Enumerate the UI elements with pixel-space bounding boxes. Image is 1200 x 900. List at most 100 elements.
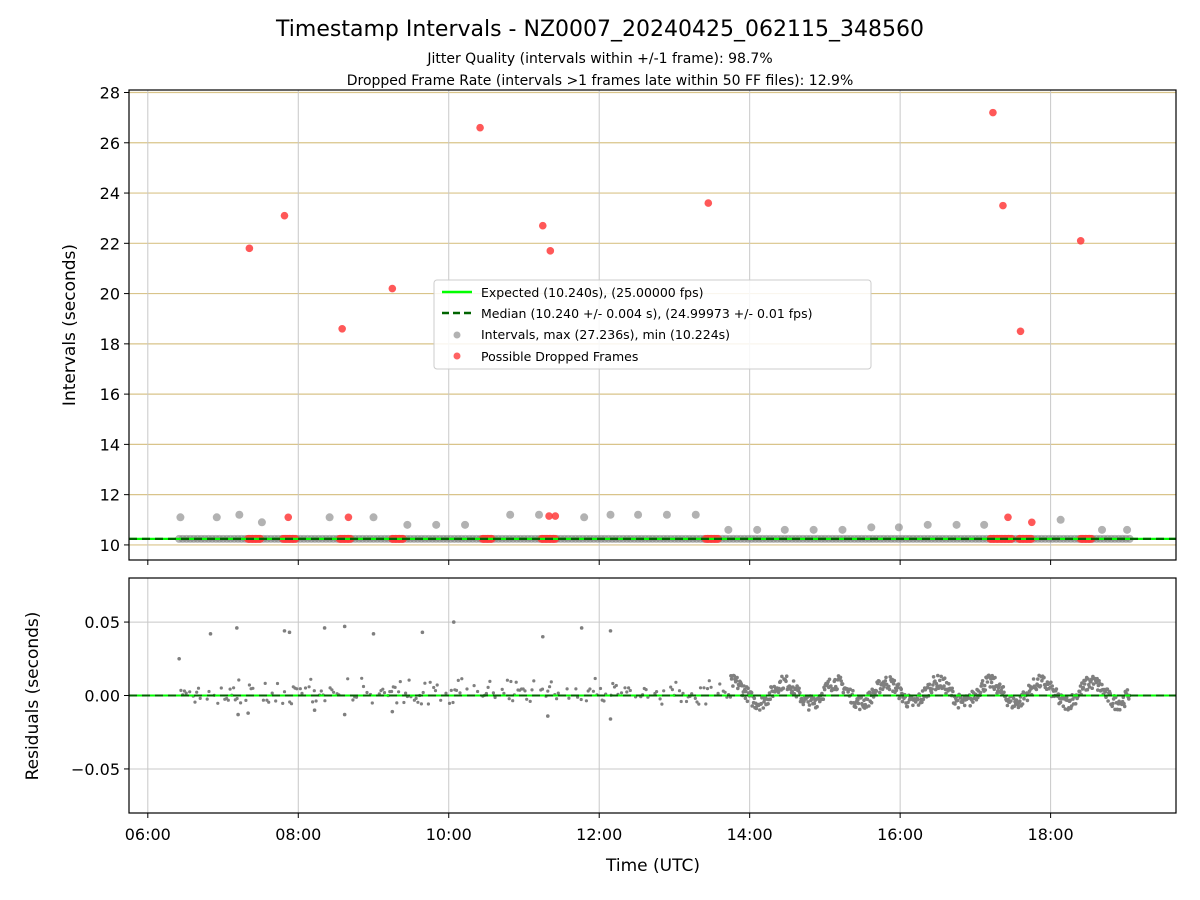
residual-point bbox=[801, 702, 806, 707]
x-tick-label: 10:00 bbox=[426, 825, 472, 844]
residual-point bbox=[1086, 677, 1090, 681]
residual-point bbox=[1063, 707, 1068, 711]
interval-point bbox=[1123, 525, 1132, 534]
residual-point bbox=[698, 686, 703, 690]
residual-point bbox=[841, 690, 846, 695]
residual-point bbox=[761, 706, 766, 710]
residual-point bbox=[705, 687, 710, 691]
residual-point bbox=[697, 702, 701, 706]
residual-point bbox=[500, 687, 504, 692]
residual-point bbox=[1078, 684, 1083, 688]
residual-point bbox=[869, 700, 874, 705]
residual-point bbox=[674, 680, 678, 684]
residual-point bbox=[822, 687, 827, 692]
y-tick-label: 12 bbox=[100, 486, 120, 505]
residual-outlier bbox=[322, 626, 327, 630]
residual-point bbox=[839, 679, 843, 683]
residual-point bbox=[311, 700, 315, 704]
residual-outlier bbox=[287, 630, 292, 635]
residual-point bbox=[1122, 704, 1127, 709]
residual-point bbox=[433, 689, 438, 693]
residual-point bbox=[1049, 680, 1053, 685]
residual-point bbox=[888, 675, 892, 679]
y-tick-label: 28 bbox=[100, 84, 120, 103]
residual-point bbox=[768, 697, 772, 701]
residual-point bbox=[746, 686, 750, 691]
residual-point bbox=[856, 698, 860, 702]
residual-point bbox=[815, 704, 819, 709]
residual-point bbox=[493, 695, 497, 700]
residual-point bbox=[644, 688, 648, 692]
residual-point bbox=[655, 690, 659, 694]
residual-point bbox=[548, 685, 552, 689]
residual-point bbox=[781, 686, 786, 690]
residual-outlier bbox=[246, 711, 250, 715]
residual-point bbox=[874, 689, 879, 693]
residual-point bbox=[488, 679, 492, 684]
residual-point bbox=[407, 678, 411, 682]
residual-point bbox=[1110, 704, 1114, 709]
residual-point bbox=[351, 698, 355, 702]
residual-point bbox=[1118, 707, 1122, 712]
residual-point bbox=[993, 675, 997, 680]
residual-point bbox=[1080, 681, 1084, 685]
residual-point bbox=[361, 684, 366, 689]
residual-point bbox=[750, 704, 754, 708]
dropped-frame-point bbox=[1028, 518, 1036, 527]
residual-point bbox=[579, 697, 583, 702]
residual-point bbox=[588, 687, 592, 691]
residual-point bbox=[947, 682, 951, 686]
interval-point bbox=[1098, 525, 1107, 534]
residual-point bbox=[1097, 679, 1101, 683]
legend-expected-label: Expected (10.240s), (25.00000 fps) bbox=[481, 285, 703, 300]
residual-point bbox=[1016, 705, 1021, 710]
residual-point bbox=[1103, 690, 1108, 694]
residual-point bbox=[432, 685, 436, 690]
residual-outlier bbox=[540, 634, 545, 639]
residual-point bbox=[390, 689, 394, 694]
residual-point bbox=[806, 700, 810, 704]
residual-point bbox=[807, 708, 811, 712]
residual-point bbox=[930, 687, 934, 691]
residual-point bbox=[920, 689, 925, 693]
interval-point bbox=[506, 510, 515, 519]
residual-point bbox=[951, 689, 955, 694]
residual-point bbox=[900, 691, 904, 696]
residual-outlier bbox=[608, 629, 613, 633]
residual-point bbox=[732, 674, 737, 678]
dropped-frame-point bbox=[245, 244, 254, 253]
residual-point bbox=[179, 688, 183, 693]
residual-point bbox=[370, 701, 374, 705]
dropped-frame-point bbox=[280, 211, 289, 220]
residual-point bbox=[1122, 701, 1126, 706]
residual-point bbox=[776, 690, 781, 695]
residual-point bbox=[1034, 687, 1039, 692]
residual-point bbox=[980, 679, 985, 683]
residual-point bbox=[931, 675, 936, 679]
residual-point bbox=[275, 681, 280, 686]
residual-point bbox=[833, 677, 837, 682]
residual-point bbox=[754, 706, 759, 711]
residual-point bbox=[270, 691, 274, 695]
residual-point bbox=[996, 689, 1000, 693]
residual-point bbox=[985, 680, 990, 684]
interval-point bbox=[691, 510, 700, 519]
residual-point bbox=[867, 704, 871, 708]
residual-point bbox=[718, 682, 722, 686]
residual-point bbox=[684, 699, 689, 704]
residual-point bbox=[628, 688, 632, 693]
y-tick-label: 16 bbox=[100, 385, 120, 404]
residual-point bbox=[1094, 680, 1099, 685]
interval-point bbox=[923, 520, 932, 529]
residual-point bbox=[439, 698, 443, 702]
residual-outlier bbox=[451, 620, 456, 624]
interval-point bbox=[634, 510, 643, 519]
residual-point bbox=[282, 690, 287, 694]
intervals-ticks: 10 12 14 16 18 20 22 24 26 28 bbox=[100, 84, 1052, 565]
residual-point bbox=[702, 686, 706, 690]
y-tick-label: 20 bbox=[100, 285, 120, 304]
residual-point bbox=[1127, 697, 1131, 701]
residual-point bbox=[395, 701, 399, 705]
interval-point bbox=[809, 525, 818, 534]
interval-point bbox=[235, 510, 244, 519]
